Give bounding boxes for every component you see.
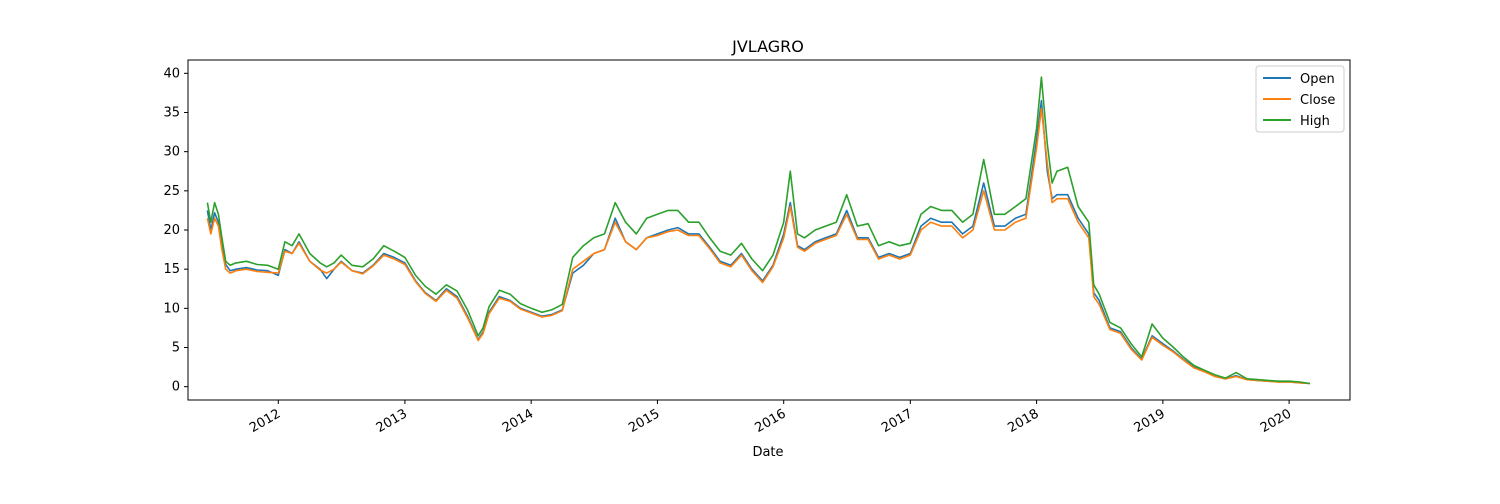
series-line-close [206,107,1310,385]
y-tick-label: 35 [163,105,180,120]
y-axis: 0 5 10 15 20 25 30 35 40 [163,66,188,395]
x-axis-label: Date [752,445,783,460]
legend-label-high: High [1300,114,1330,129]
y-tick-label: 40 [163,66,180,81]
y-tick-label: 30 [163,145,180,160]
legend-box [1255,65,1345,133]
legend-label-close: Close [1300,93,1335,108]
legend: Open Close High [1255,65,1345,133]
y-tick-label: 20 [163,223,180,238]
legend-label-open: Open [1300,72,1335,87]
series-line-high [206,76,1311,385]
y-tick-label: 10 [163,301,180,316]
y-tick-label: 15 [163,262,180,277]
chart-title: JVLAGRO [731,37,804,56]
y-tick-label: 5 [172,341,180,356]
y-tick-label: 0 [172,380,180,395]
y-tick-label: 25 [163,184,180,199]
